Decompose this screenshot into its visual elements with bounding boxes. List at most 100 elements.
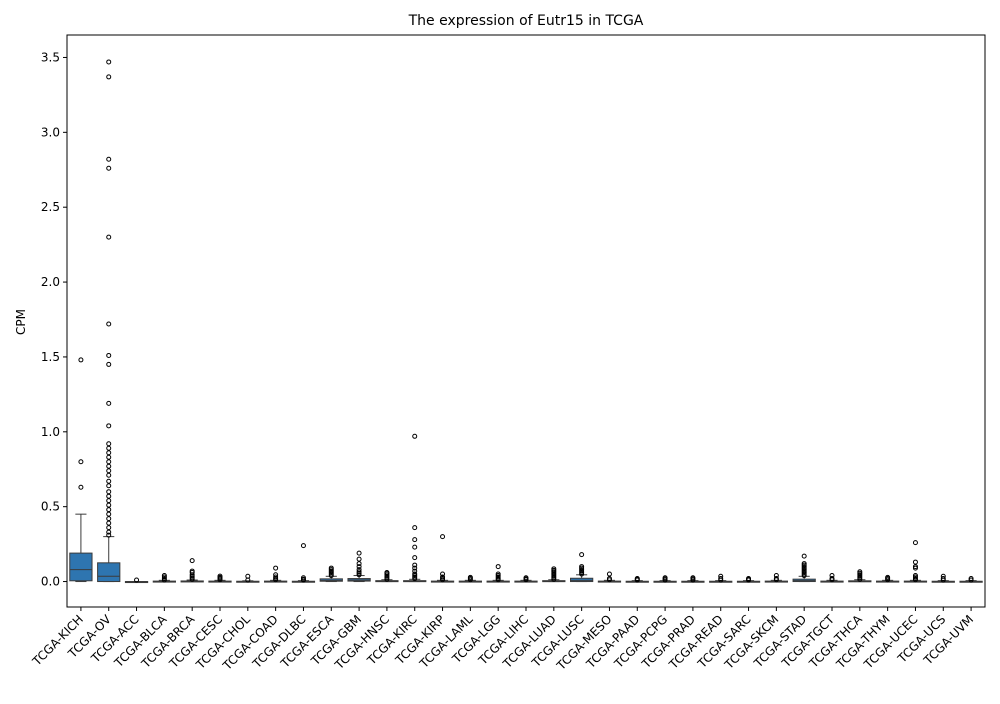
box-tcga-thca	[848, 569, 872, 583]
outlier-point	[773, 576, 779, 582]
outlier-point	[78, 484, 84, 490]
chart-title: The expression of Eutr15 in TCGA	[408, 13, 644, 29]
outlier-point	[412, 555, 418, 561]
outlier-point	[495, 571, 501, 577]
outlier-point	[328, 565, 334, 571]
outlier-point	[356, 569, 362, 575]
outlier-point	[106, 507, 112, 513]
outlier-point	[106, 489, 112, 495]
box-tcga-lihc	[514, 575, 538, 583]
outlier-point	[940, 576, 946, 582]
y-tick-label: 0.5	[41, 500, 60, 514]
outlier-point	[968, 576, 974, 582]
outlier-point	[217, 573, 223, 579]
outlier-point	[106, 156, 112, 162]
outlier-point	[106, 483, 112, 489]
box-tcga-lgg	[486, 564, 510, 583]
box-tcga-luad	[542, 566, 566, 583]
box-body	[69, 552, 93, 582]
box-tcga-chol	[236, 573, 260, 583]
outlier-point	[106, 511, 112, 517]
outlier-point	[495, 564, 501, 570]
outlier-point	[356, 550, 362, 556]
outlier-point	[773, 573, 779, 579]
outlier-point	[690, 575, 696, 581]
outlier-point	[273, 572, 279, 578]
outlier-point	[606, 571, 612, 577]
outlier-point	[412, 565, 418, 571]
box-body	[97, 562, 121, 583]
outlier-point	[801, 553, 807, 559]
outlier-point	[106, 234, 112, 240]
outlier-point	[412, 544, 418, 550]
outlier-point	[106, 450, 112, 456]
outlier-point	[106, 352, 112, 358]
axes-frame	[66, 34, 986, 608]
outlier-point	[940, 573, 946, 579]
box-tcga-esca	[319, 565, 343, 583]
outlier-point	[579, 564, 585, 570]
outlier-point	[106, 520, 112, 526]
outlier-point	[106, 472, 112, 478]
outlier-point	[356, 567, 362, 573]
box-tcga-kirc	[403, 433, 427, 583]
box-tcga-brca	[180, 558, 204, 583]
box-tcga-ucs	[931, 573, 955, 583]
outlier-point	[885, 574, 891, 580]
y-tick-label: 2.0	[41, 275, 60, 289]
outlier-point	[106, 529, 112, 535]
box-tcga-meso	[597, 571, 622, 583]
outlier-point	[106, 445, 112, 451]
x-axis: TCGA-KICHTCGA-OVTCGA-ACCTCGA-BLCATCGA-BR…	[29, 607, 976, 673]
y-tick-label: 0.0	[41, 575, 60, 589]
box-tcga-kirp	[430, 534, 455, 583]
y-tick-label: 1.5	[41, 350, 60, 364]
outlier-point	[106, 502, 112, 508]
outlier-point	[189, 568, 195, 574]
y-tick-label: 1.0	[41, 425, 60, 439]
box-tcga-skcm	[764, 573, 788, 583]
box-tcga-tgct	[820, 573, 844, 583]
box-tcga-coad	[264, 565, 288, 583]
outlier-point	[106, 361, 112, 367]
outlier-point	[440, 574, 446, 580]
outlier-point	[273, 565, 279, 571]
outlier-point	[300, 575, 306, 581]
box-tcga-sarc	[736, 576, 761, 583]
outlier-point	[106, 459, 112, 465]
outlier-point	[106, 165, 112, 171]
box-tcga-thym	[876, 574, 900, 583]
outlier-point	[412, 568, 418, 574]
outlier-point	[412, 537, 418, 543]
box-tcga-hnsc	[375, 570, 399, 583]
outlier-point	[273, 574, 279, 580]
outlier-point	[106, 468, 112, 474]
outlier-point	[106, 493, 112, 499]
box-tcga-dlbc	[291, 543, 316, 583]
outlier-point	[106, 478, 112, 484]
outlier-point	[106, 59, 112, 65]
outlier-point	[662, 575, 668, 581]
outlier-point	[440, 571, 446, 577]
box-tcga-prad	[681, 575, 705, 583]
outlier-point	[579, 552, 585, 558]
outlier-point	[384, 570, 390, 576]
outlier-point	[106, 454, 112, 460]
box-tcga-laml	[458, 574, 482, 583]
y-axis: 0.0 0.5 1.0 1.5 2.0 2.5 3.0 3.5	[41, 50, 67, 589]
y-tick-label: 3.5	[41, 50, 60, 64]
y-tick-label: 3.0	[41, 125, 60, 139]
outlier-point	[912, 559, 918, 565]
outlier-point	[106, 74, 112, 80]
outlier-point	[829, 576, 835, 582]
box-tcga-stad	[792, 553, 816, 583]
box-tcga-uvm	[959, 576, 983, 583]
outlier-point	[718, 573, 724, 579]
outlier-point	[412, 571, 418, 577]
outlier-point	[106, 321, 112, 327]
outlier-point	[106, 423, 112, 429]
outlier-point	[746, 576, 752, 582]
outlier-point	[523, 575, 529, 581]
outlier-point	[356, 564, 362, 570]
